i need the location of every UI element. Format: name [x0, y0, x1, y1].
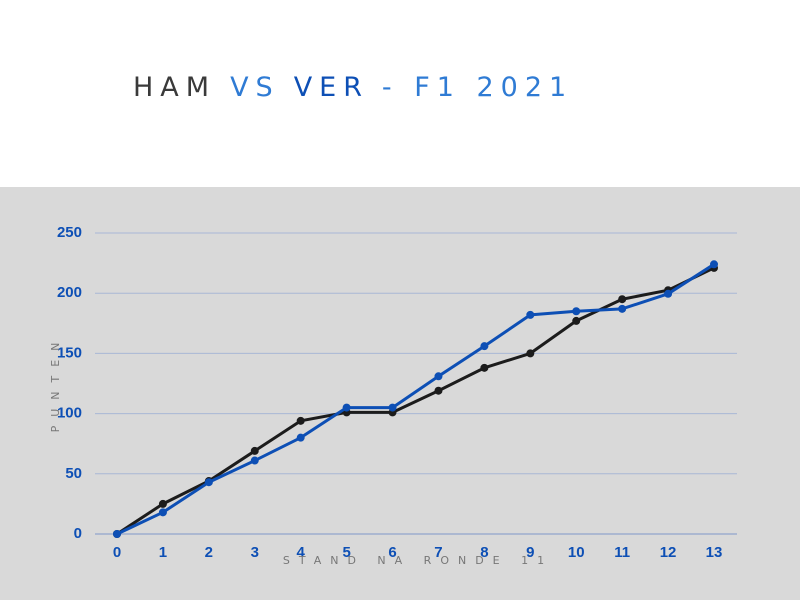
series-line: [116, 266, 715, 536]
title-part: VS: [230, 72, 280, 103]
y-tick-label: 150: [57, 344, 82, 361]
title-part: VER: [294, 72, 368, 103]
title-part: - F1 2021: [382, 72, 573, 103]
y-axis-title: PUNTEN: [49, 334, 62, 433]
chart-title: HAM VS VER - F1 2021: [133, 72, 573, 103]
x-tick-label: 5: [342, 544, 350, 561]
y-tick-label: 50: [65, 465, 82, 482]
data-point: [434, 386, 443, 395]
x-tick-label: 7: [434, 544, 442, 561]
x-tick-label: 1: [159, 544, 167, 561]
data-point: [572, 307, 581, 316]
data-point: [710, 260, 718, 269]
y-tick-label: 200: [57, 284, 82, 301]
data-point: [572, 316, 581, 325]
x-tick-label: 0: [113, 544, 121, 561]
data-point: [204, 478, 213, 487]
data-point: [618, 295, 627, 304]
data-point: [480, 363, 489, 372]
data-point: [113, 530, 121, 538]
x-tick-label: 2: [205, 544, 213, 561]
x-tick-label: 4: [297, 544, 306, 561]
x-tick-label: 12: [660, 544, 677, 561]
x-tick-label: 11: [614, 544, 630, 561]
data-point: [526, 310, 535, 319]
plot-background: [0, 187, 800, 600]
data-point: [158, 499, 167, 508]
x-tick-label: 6: [388, 544, 396, 561]
data-point: [158, 508, 167, 517]
data-point: [388, 403, 397, 412]
data-point: [342, 403, 351, 412]
y-tick-label: 100: [57, 405, 82, 422]
x-axis-title: STAND NA RONDE 11: [283, 554, 553, 567]
data-point: [526, 349, 535, 358]
title-part: HAM: [133, 72, 216, 103]
data-point: [296, 433, 305, 442]
x-tick-label: 3: [251, 544, 259, 561]
data-point: [480, 342, 489, 351]
data-point: [664, 289, 673, 298]
series-line: [116, 263, 715, 536]
data-point: [434, 372, 443, 381]
data-point: [250, 446, 259, 455]
x-tick-label: 13: [706, 544, 723, 561]
x-tick-label: 9: [526, 544, 534, 561]
x-tick-label: 8: [480, 544, 488, 561]
y-tick-label: 250: [57, 224, 82, 241]
data-point: [296, 416, 305, 425]
data-point: [250, 456, 259, 465]
y-tick-label: 0: [74, 525, 82, 542]
x-tick-label: 10: [568, 544, 585, 561]
data-point: [618, 304, 627, 313]
